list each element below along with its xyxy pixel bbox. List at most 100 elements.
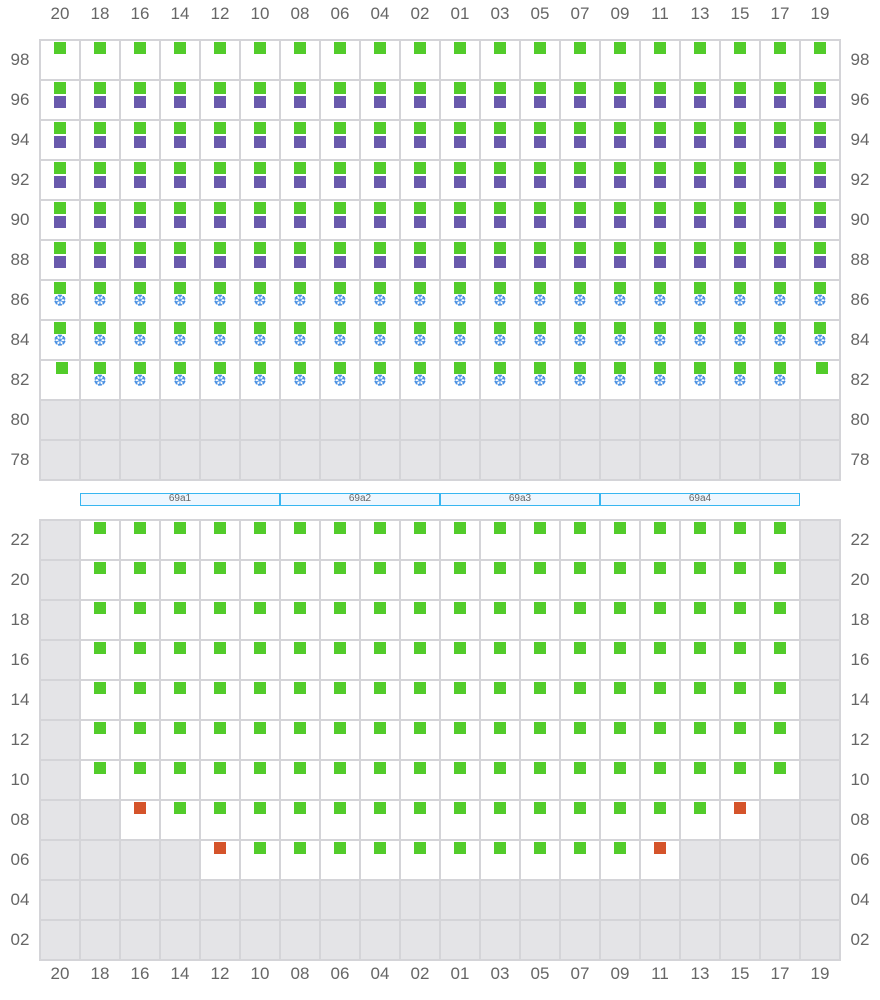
rack-slot[interactable] [401,161,439,199]
rack-slot[interactable]: ❆ [481,281,519,319]
rack-slot[interactable] [41,361,79,399]
rack-slot[interactable]: ❆ [721,361,759,399]
rack-slot[interactable] [761,201,799,239]
rack-slot[interactable] [81,81,119,119]
rack-slot[interactable] [761,41,799,79]
rack-slot[interactable] [681,761,719,799]
rack-slot[interactable] [601,161,639,199]
rack-slot[interactable] [401,41,439,79]
rack-slot[interactable] [521,521,559,559]
rack-slot[interactable]: ❆ [41,281,79,319]
rack-slot[interactable] [641,681,679,719]
rack-slot[interactable] [561,121,599,159]
rack-slot[interactable]: ❆ [721,281,759,319]
rack-slot[interactable] [281,841,319,879]
rack-slot[interactable] [401,601,439,639]
rack-slot[interactable] [361,121,399,159]
rack-slot[interactable] [721,241,759,279]
rack-slot[interactable] [801,121,839,159]
rack-slot[interactable] [201,721,239,759]
rack-slot[interactable] [161,201,199,239]
rack-slot[interactable]: ❆ [321,321,359,359]
rack-slot[interactable] [721,641,759,679]
rack-slot[interactable] [801,81,839,119]
rack-slot[interactable] [761,681,799,719]
rack-slot[interactable] [81,161,119,199]
rack-slot[interactable] [441,121,479,159]
rack-slot[interactable] [481,161,519,199]
rack-slot[interactable] [681,161,719,199]
rack-slot[interactable] [521,681,559,719]
rack-slot[interactable] [761,81,799,119]
rack-slot[interactable] [201,801,239,839]
rack-slot[interactable] [201,681,239,719]
rack-slot[interactable] [161,521,199,559]
rack-slot[interactable]: ❆ [241,361,279,399]
rack-slot[interactable]: ❆ [121,361,159,399]
rack-slot[interactable]: ❆ [281,361,319,399]
rack-slot[interactable]: ❆ [201,361,239,399]
rack-slot[interactable] [121,121,159,159]
rack-slot[interactable] [321,761,359,799]
rack-slot[interactable] [201,81,239,119]
rack-slot[interactable] [321,641,359,679]
rack-slot[interactable] [721,161,759,199]
rack-slot[interactable]: ❆ [761,281,799,319]
rack-slot[interactable] [481,121,519,159]
rack-slot[interactable] [81,561,119,599]
rack-slot[interactable] [161,761,199,799]
rack-slot[interactable] [561,841,599,879]
rack-slot[interactable] [241,601,279,639]
rack-slot[interactable] [241,761,279,799]
rack-slot[interactable] [601,721,639,759]
rack-slot[interactable] [721,801,759,839]
rack-slot[interactable]: ❆ [281,281,319,319]
rack-slot[interactable] [81,201,119,239]
rack-slot[interactable] [401,841,439,879]
rack-slot[interactable]: ❆ [41,321,79,359]
rack-slot[interactable] [241,681,279,719]
rack-slot[interactable]: ❆ [81,321,119,359]
rack-slot[interactable] [761,241,799,279]
rack-slot[interactable] [241,801,279,839]
rack-slot[interactable] [41,201,79,239]
rack-slot[interactable] [641,721,679,759]
rack-slot[interactable] [161,241,199,279]
rack-slot[interactable] [481,201,519,239]
rack-slot[interactable] [681,721,719,759]
rack-slot[interactable] [361,241,399,279]
rack-slot[interactable] [161,681,199,719]
rack-slot[interactable] [241,641,279,679]
rack-slot[interactable] [361,561,399,599]
rack-slot[interactable] [121,641,159,679]
rack-slot[interactable] [401,721,439,759]
rack-slot[interactable]: ❆ [761,361,799,399]
rack-slot[interactable] [441,81,479,119]
rack-slot[interactable] [281,561,319,599]
rack-slot[interactable] [441,241,479,279]
rack-slot[interactable] [161,41,199,79]
rack-slot[interactable] [201,841,239,879]
rack-slot[interactable] [601,561,639,599]
rack-slot[interactable] [161,641,199,679]
rack-slot[interactable]: ❆ [601,361,639,399]
rack-slot[interactable] [641,841,679,879]
rack-slot[interactable] [121,241,159,279]
rack-slot[interactable] [561,41,599,79]
rack-slot[interactable] [601,41,639,79]
rack-slot[interactable] [441,761,479,799]
rack-slot[interactable]: ❆ [121,281,159,319]
rack-slot[interactable] [441,601,479,639]
rack-slot[interactable]: ❆ [241,281,279,319]
rack-slot[interactable]: ❆ [361,281,399,319]
rack-slot[interactable]: ❆ [401,361,439,399]
rack-slot[interactable] [481,681,519,719]
rack-slot[interactable]: ❆ [241,321,279,359]
rack-slot[interactable] [321,721,359,759]
rack-slot[interactable] [601,681,639,719]
rack-slot[interactable] [681,561,719,599]
rack-slot[interactable]: ❆ [801,281,839,319]
rack-slot[interactable] [321,41,359,79]
rack-slot[interactable] [81,521,119,559]
rack-slot[interactable]: ❆ [481,361,519,399]
